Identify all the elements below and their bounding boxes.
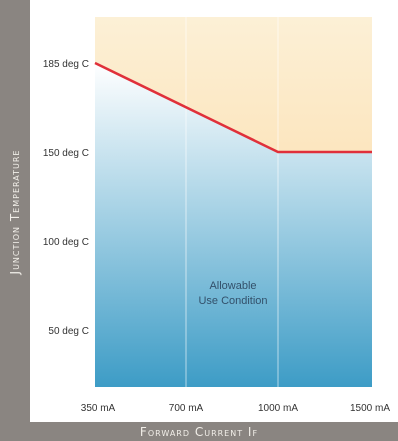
x-tick-label: 700 mA [169,403,204,414]
y-tick-label: 50 deg C [48,326,89,337]
y-tick-label: 100 deg C [43,237,89,248]
x-axis-title: Forward Current If [139,425,259,439]
allowable-region [95,63,372,387]
gridlines [185,17,279,387]
annotation-allowable-use: Allowable Use Condition [198,280,267,307]
y-tick-labels: 185 deg C 150 deg C 100 deg C 50 deg C [43,59,89,337]
x-tick-labels: 350 mA 700 mA 1000 mA 1500 mA [81,403,391,414]
x-tick-label: 350 mA [81,403,116,414]
series-line [94,61,372,154]
x-tick-label: 1500 mA [350,403,390,414]
y-tick-label: 185 deg C [43,59,89,70]
y-tick-label: 150 deg C [43,148,89,159]
y-axis-title-bar [0,0,30,441]
x-axis-title-bar [0,422,398,441]
x-tick-label: 1000 mA [258,403,298,414]
